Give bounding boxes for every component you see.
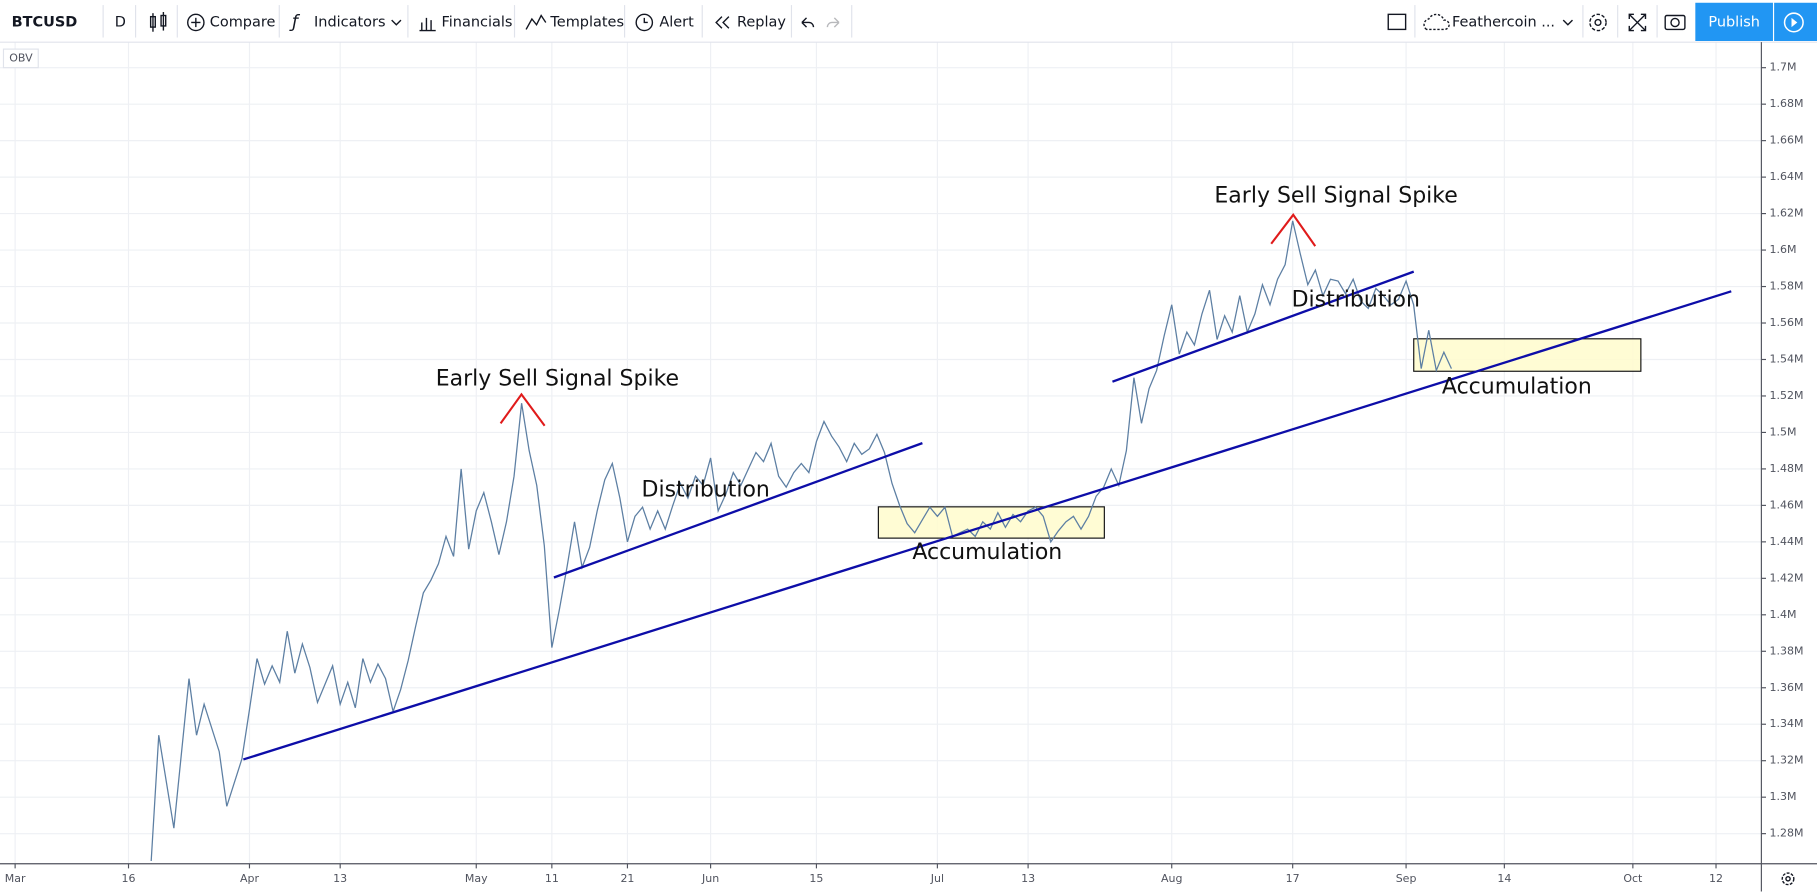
fullscreen-icon[interactable] xyxy=(1387,13,1407,31)
annotation[interactable]: Early Sell Signal Spike xyxy=(1214,183,1457,208)
annotation[interactable]: Early Sell Signal Spike xyxy=(436,366,679,391)
x-tick-label: 15 xyxy=(809,872,823,885)
snapshot-icon[interactable] xyxy=(1664,14,1686,31)
financials-icon[interactable] xyxy=(419,17,436,32)
y-tick-label: 1.5M xyxy=(1769,425,1796,438)
y-tick-label: 1.6M xyxy=(1769,243,1796,256)
dropdown-arrow[interactable] xyxy=(1562,19,1573,26)
x-tick-label: Jun xyxy=(701,872,719,885)
x-tick-label: 16 xyxy=(122,872,136,885)
dropdown-arrow[interactable] xyxy=(391,19,402,26)
y-tick-label: 1.52M xyxy=(1769,389,1803,402)
alert-button[interactable]: Alert xyxy=(659,14,694,30)
x-tick-label: 13 xyxy=(1021,872,1035,885)
y-tick-label: 1.62M xyxy=(1769,207,1803,220)
symbol[interactable]: BTCUSD xyxy=(12,14,78,30)
spike-marker[interactable] xyxy=(1270,213,1317,247)
y-tick-label: 1.3M xyxy=(1769,790,1796,803)
replay-icon[interactable] xyxy=(715,16,730,29)
y-tick-label: 1.28M xyxy=(1769,827,1803,840)
layout-name[interactable]: Feathercoin ... xyxy=(1452,14,1555,30)
cloud-icon[interactable] xyxy=(1423,13,1450,31)
y-tick-label: 1.58M xyxy=(1769,280,1803,293)
axis-settings-icon[interactable] xyxy=(1781,872,1795,886)
y-tick-label: 1.34M xyxy=(1769,717,1803,730)
compare-icon[interactable] xyxy=(187,13,205,32)
y-tick-label: 1.44M xyxy=(1769,535,1803,548)
annotation[interactable]: Accumulation xyxy=(912,540,1062,565)
y-tick-label: 1.68M xyxy=(1769,97,1803,110)
x-tick-label: Oct xyxy=(1623,872,1643,885)
expand-icon[interactable] xyxy=(1628,13,1647,32)
x-tick-label: 13 xyxy=(333,872,347,885)
indicator-label[interactable]: OBV xyxy=(9,51,33,64)
trend-line[interactable] xyxy=(243,290,1732,761)
annotation[interactable]: Distribution xyxy=(1292,288,1420,313)
trend-line[interactable] xyxy=(1112,270,1415,383)
trend-lines: Early Sell Signal Spike Distribution Acc… xyxy=(243,183,1732,761)
x-tick-label: Mar xyxy=(5,872,26,885)
plot-area: 1.28M 1.3M 1.32M 1.34M 1.36M 1.38M 1.4M 1.42M 1.… xyxy=(0,42,1803,885)
compare-button[interactable]: Compare xyxy=(210,14,276,30)
x-tick-label: May xyxy=(465,872,488,885)
x-tick-label: 17 xyxy=(1286,872,1300,885)
financials-button[interactable]: Financials xyxy=(442,14,513,30)
y-tick-label: 1.42M xyxy=(1769,571,1803,584)
indicators-button[interactable]: Indicators xyxy=(314,14,385,30)
publish-label[interactable]: Publish xyxy=(1708,14,1760,30)
y-tick-label: 1.7M xyxy=(1769,61,1796,74)
undo-icon[interactable] xyxy=(801,17,815,28)
y-tick-label: 1.36M xyxy=(1769,681,1803,694)
trend-line[interactable] xyxy=(553,442,923,579)
replay-button[interactable]: Replay xyxy=(737,14,786,30)
toolbar-bg xyxy=(0,0,1817,43)
x-tick-label: Jul xyxy=(930,872,944,885)
play-icon xyxy=(1791,17,1798,28)
y-tick-label: 1.54M xyxy=(1769,352,1803,365)
settings-icon[interactable] xyxy=(1589,13,1607,32)
accumulation-box[interactable] xyxy=(877,506,1105,539)
annotation[interactable]: Accumulation xyxy=(1442,374,1592,399)
y-tick-label: 1.32M xyxy=(1769,754,1803,767)
drawings xyxy=(877,338,1642,539)
x-tick-label: 21 xyxy=(620,872,634,885)
x-tick-label: 14 xyxy=(1497,872,1511,885)
annotation[interactable]: Distribution xyxy=(642,478,770,503)
y-tick-label: 1.4M xyxy=(1769,608,1796,621)
y-tick-label: 1.46M xyxy=(1769,498,1803,511)
y-tick-label: 1.38M xyxy=(1769,644,1803,657)
y-tick-label: 1.64M xyxy=(1769,170,1803,183)
x-tick-label: 11 xyxy=(545,872,559,885)
interval[interactable]: D xyxy=(115,14,126,30)
templates-icon[interactable] xyxy=(525,14,547,30)
x-tick-label: Aug xyxy=(1161,872,1182,885)
stream-icon[interactable] xyxy=(1783,12,1804,33)
publish-button[interactable] xyxy=(1695,2,1773,41)
x-tick-label: Apr xyxy=(240,872,260,885)
indicators-icon[interactable]: ƒ xyxy=(289,12,301,32)
y-tick-label: 1.56M xyxy=(1769,316,1803,329)
alert-icon[interactable] xyxy=(635,13,654,32)
x-tick-label: 12 xyxy=(1709,872,1723,885)
toolbar: BTCUSD D Compare ƒ Indicators Financials… xyxy=(0,0,1817,43)
indicator-label-box xyxy=(2,48,39,69)
templates-button[interactable]: Templates xyxy=(549,14,624,30)
redo-icon[interactable] xyxy=(826,17,840,28)
y-tick-label: 1.66M xyxy=(1769,134,1803,147)
chart-type-icon[interactable] xyxy=(149,12,167,32)
y-tick-label: 1.48M xyxy=(1769,462,1803,475)
x-tick-label: Sep xyxy=(1396,872,1417,885)
spike-marker[interactable] xyxy=(499,392,546,427)
